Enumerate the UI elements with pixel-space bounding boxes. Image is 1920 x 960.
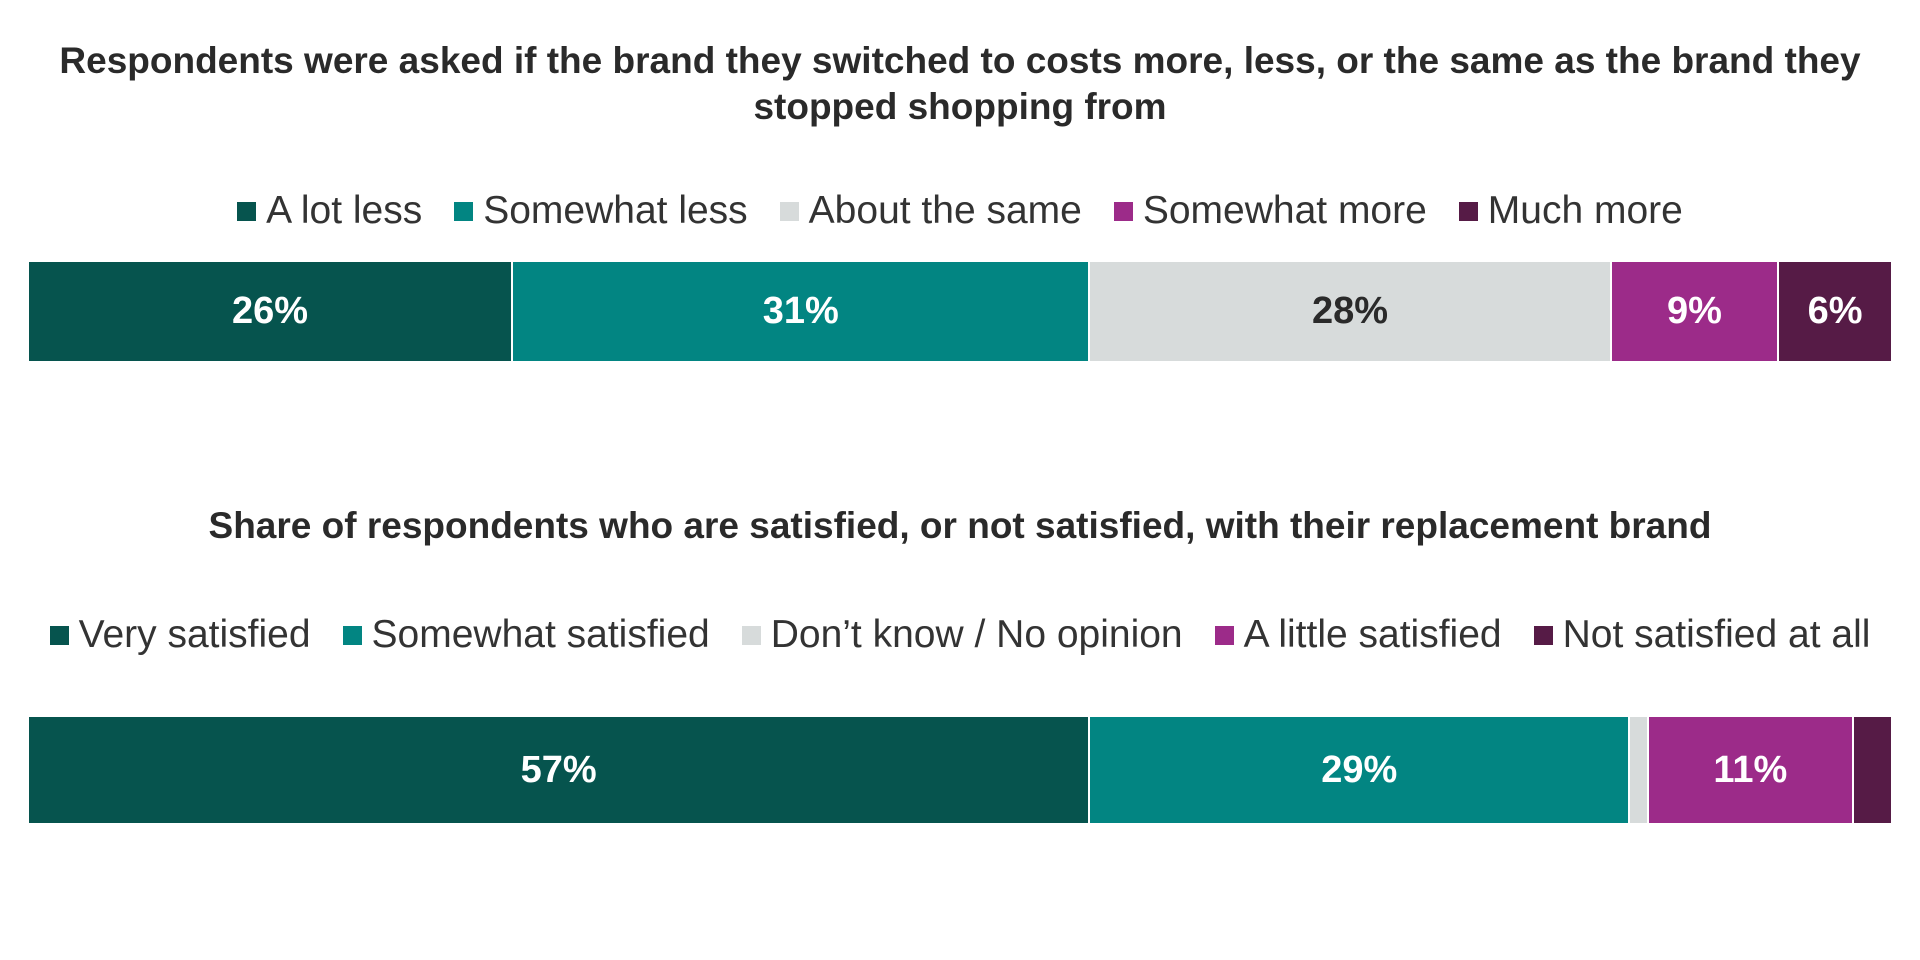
legend-label: A little satisfied	[1243, 613, 1502, 656]
legend-item: A little satisfied	[1214, 613, 1502, 657]
bar-segment	[1853, 717, 1891, 823]
legend-swatch	[1458, 201, 1478, 221]
legend-swatch	[741, 625, 761, 645]
legend-item: Don’t know / No opinion	[741, 613, 1183, 657]
legend-item: Very satisfied	[49, 613, 311, 657]
legend-swatch	[237, 201, 257, 221]
legend: Very satisfied Somewhat satisfied Don’t kn…	[0, 609, 1920, 661]
bar-segment: 26%	[29, 262, 514, 361]
bar-segment: 11%	[1648, 717, 1854, 823]
legend-item: Much more	[1458, 189, 1683, 233]
legend-item: Somewhat satisfied	[342, 613, 710, 657]
legend-item: A lot less	[237, 189, 422, 233]
legend-label: Somewhat more	[1142, 189, 1427, 232]
legend-swatch	[1113, 201, 1133, 221]
data-label: 29%	[1321, 748, 1398, 791]
data-label: 57%	[520, 748, 597, 791]
bar-segment: 28%	[1090, 262, 1612, 361]
legend-swatch	[1533, 625, 1553, 645]
legend-item: About the same	[779, 189, 1082, 233]
data-label: 31%	[762, 290, 839, 332]
legend-swatch	[454, 201, 474, 221]
bar-segment: 29%	[1090, 717, 1631, 823]
bar-segment: 6%	[1779, 262, 1891, 361]
bar-segment: 31%	[513, 262, 1091, 361]
legend-swatch	[49, 625, 69, 645]
legend-label: A lot less	[266, 189, 423, 232]
bar-segment	[1630, 717, 1649, 823]
legend-label: About the same	[808, 189, 1082, 232]
bar-segment: 57%	[29, 717, 1091, 823]
data-label: 11%	[1713, 748, 1788, 791]
legend-label: Somewhat less	[483, 189, 748, 232]
legend-label: Somewhat satisfied	[371, 613, 710, 656]
legend-label: Much more	[1487, 189, 1683, 232]
legend-label: Don’t know / No opinion	[770, 613, 1183, 656]
chart-title: Respondents were asked if the brand they…	[59, 40, 1861, 127]
data-label: 28%	[1311, 290, 1389, 332]
legend-item: Not satisfied at all	[1533, 613, 1871, 657]
legend-label: Not satisfied at all	[1562, 613, 1871, 656]
data-label: 6%	[1807, 290, 1863, 332]
legend-swatch	[342, 625, 362, 645]
stacked-bar: 57% 29% 11%	[29, 717, 1891, 823]
data-label: 9%	[1667, 290, 1722, 332]
legend-label: Very satisfied	[78, 613, 311, 656]
legend: A lot less Somewhat less About the same Som…	[0, 186, 1920, 236]
data-label: 26%	[232, 290, 309, 332]
stacked-bar: 26% 31% 28% 9% 6%	[29, 262, 1891, 361]
legend-swatch	[1214, 625, 1234, 645]
legend-swatch	[779, 201, 799, 221]
legend-item: Somewhat less	[454, 189, 748, 233]
chart-title: Share of respondents who are satisfied, …	[208, 505, 1712, 546]
legend-item: Somewhat more	[1113, 189, 1427, 233]
bar-segment: 9%	[1611, 262, 1780, 361]
